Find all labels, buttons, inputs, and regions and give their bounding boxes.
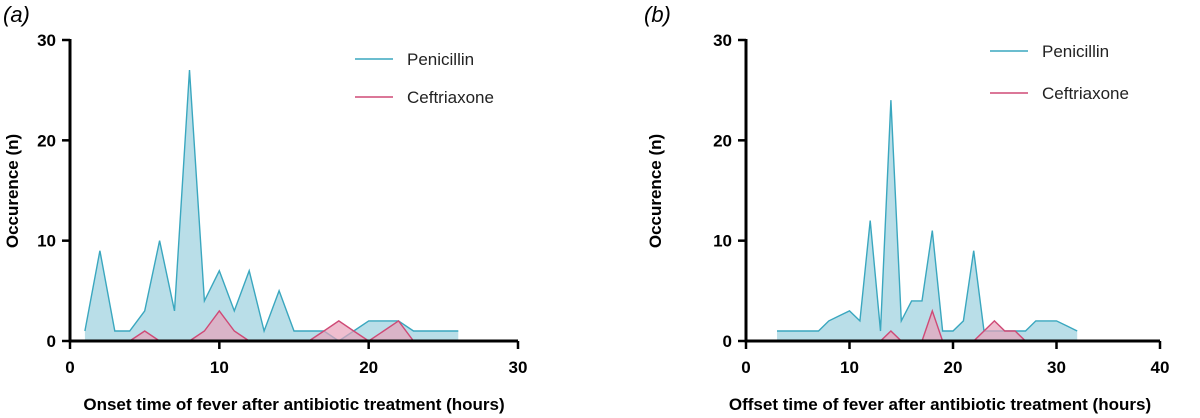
- x-tick-label: 0: [741, 358, 750, 377]
- series-line-penicillin: [84, 70, 459, 342]
- series-area-ceftriaxone: [777, 310, 1078, 341]
- y-tick-label: 20: [713, 131, 732, 150]
- y-tick-label: 10: [713, 232, 732, 251]
- x-tick-label: 10: [210, 358, 229, 377]
- x-tick-label: 0: [65, 358, 74, 377]
- y-axis-title: Occurence (n): [3, 134, 22, 248]
- x-tick-label: 30: [509, 358, 528, 377]
- x-tick-label: 10: [840, 358, 859, 377]
- legend-label-penicillin: Penicillin: [1042, 42, 1109, 61]
- panel-letter: (a): [3, 2, 30, 27]
- y-tick-label: 10: [37, 232, 56, 251]
- series-line-penicillin: [777, 100, 1078, 332]
- series-area-penicillin: [84, 70, 459, 341]
- x-axis-title: Offset time of fever after antibiotic tr…: [729, 395, 1151, 414]
- y-tick-label: 0: [47, 332, 56, 351]
- legend-label-ceftriaxone: Ceftriaxone: [407, 88, 494, 107]
- chart-panel-b: (b) 0 10 20 30 40 0 10 20 30 Offset time of fever …: [644, 2, 1169, 414]
- y-tick-label: 20: [37, 131, 56, 150]
- y-tick-label: 0: [723, 332, 732, 351]
- legend-label-ceftriaxone: Ceftriaxone: [1042, 84, 1129, 103]
- x-tick-label: 40: [1151, 358, 1170, 377]
- x-tick-label: 20: [944, 358, 963, 377]
- series-area-penicillin: [777, 100, 1078, 341]
- legend-label-penicillin: Penicillin: [407, 50, 474, 69]
- chart-panel-a: (a) 0 10 20 30 0 10 20 30 Onset time of fever aft…: [3, 2, 527, 414]
- y-axis-title: Occurence (n): [646, 134, 665, 248]
- panel-letter: (b): [644, 2, 671, 27]
- x-tick-label: 30: [1047, 358, 1066, 377]
- y-tick-label: 30: [37, 31, 56, 50]
- x-tick-label: 20: [359, 358, 378, 377]
- y-tick-label: 30: [713, 31, 732, 50]
- x-axis-title: Onset time of fever after antibiotic tre…: [83, 395, 504, 414]
